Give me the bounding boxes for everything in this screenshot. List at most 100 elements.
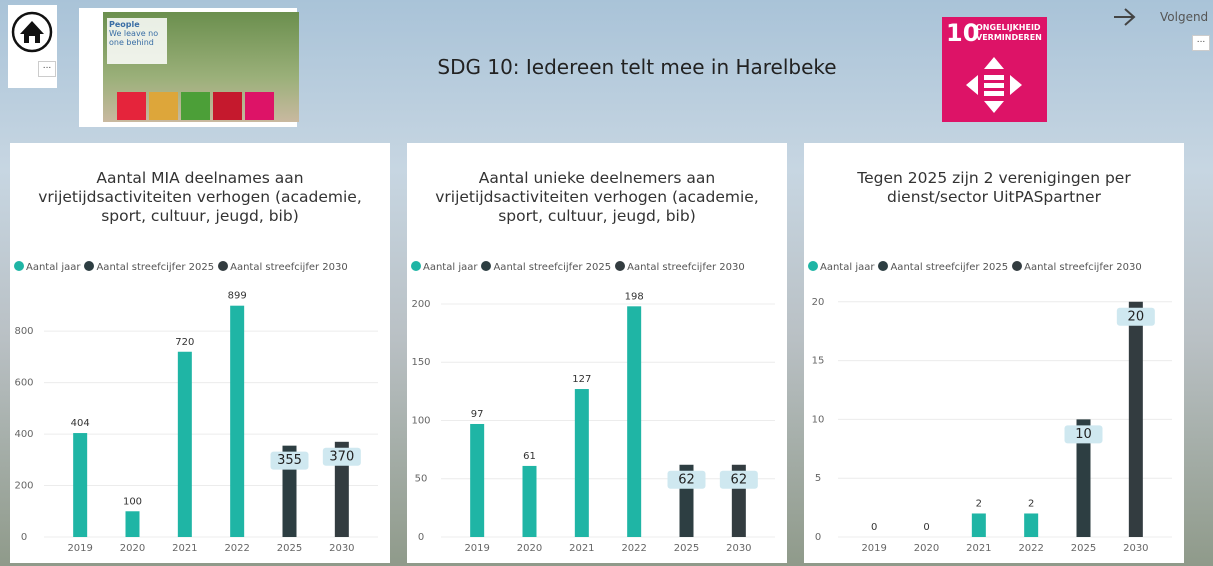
x-tick-label: 2030 xyxy=(1123,543,1148,554)
data-label: 370 xyxy=(329,449,354,464)
legend-label: Aantal streefcijfer 2025 xyxy=(96,262,215,273)
data-label: 97 xyxy=(471,409,484,420)
legend-item: Aantal jaar xyxy=(411,261,478,273)
legend-label: Aantal streefcijfer 2025 xyxy=(493,262,612,273)
data-label: 899 xyxy=(228,291,247,302)
x-tick-label: 2020 xyxy=(914,543,939,554)
legend-item: Aantal streefcijfer 2025 xyxy=(84,261,215,273)
y-tick-label: 0 xyxy=(418,532,424,543)
legend-swatch xyxy=(411,261,421,271)
bar xyxy=(971,513,986,537)
data-label: 10 xyxy=(1075,427,1092,442)
data-label: 62 xyxy=(731,472,748,487)
data-label: 61 xyxy=(523,451,536,462)
legend-item: Aantal jaar xyxy=(808,261,875,273)
chart-title: Aantal MIA deelnames aan vrijetijdsactiv… xyxy=(38,169,362,225)
legend-label: Aantal jaar xyxy=(423,262,478,273)
bar xyxy=(230,305,245,537)
legend-swatch xyxy=(14,261,24,271)
y-tick-label: 50 xyxy=(415,474,428,485)
plot: 0 5 10 15 20 2019 2020 2021 2022 2025 2030 0 0 2 2 10 20 xyxy=(812,297,1172,554)
sdg-number: 10 xyxy=(946,19,980,47)
chart-title: Tegen 2025 zijn 2 verenigingen per diens… xyxy=(857,169,1131,206)
legend-label: Aantal jaar xyxy=(26,262,81,273)
y-tick-label: 15 xyxy=(812,356,825,367)
bar xyxy=(470,423,485,537)
data-label: 0 xyxy=(871,522,877,533)
data-label: 0 xyxy=(923,522,929,533)
x-tick-label: 2021 xyxy=(569,543,594,554)
chart-panel: Aantal unieke deelnemers aan vrijetijdsa… xyxy=(407,143,787,563)
x-tick-label: 2019 xyxy=(67,543,92,554)
data-label: 100 xyxy=(123,496,142,507)
data-label: 2 xyxy=(1028,498,1034,509)
more-button[interactable]: ... xyxy=(38,61,56,77)
x-tick-label: 2030 xyxy=(329,543,354,554)
y-tick-label: 400 xyxy=(14,429,33,440)
chart-panel: Aantal MIA deelnames aan vrijetijdsactiv… xyxy=(10,143,390,563)
y-tick-label: 5 xyxy=(815,473,821,484)
legend-label: Aantal streefcijfer 2025 xyxy=(890,262,1009,273)
data-label-box xyxy=(667,470,706,489)
legend: Aantal jaar Aantal streefcijfer 2025 Aanta… xyxy=(808,261,1146,273)
x-tick-label: 2022 xyxy=(1018,543,1043,554)
caption-heading: People xyxy=(109,20,140,29)
data-label: 20 xyxy=(1128,309,1145,324)
sdg-strip xyxy=(117,92,274,124)
page-title: SDG 10: Iedereen telt mee in Harelbeke xyxy=(437,55,837,79)
legend-swatch xyxy=(878,261,889,271)
legend-item: Aantal streefcijfer 2030 xyxy=(1012,261,1142,273)
x-tick-label: 2020 xyxy=(517,543,542,554)
chart-panel: Tegen 2025 zijn 2 verenigingen per diens… xyxy=(804,143,1184,563)
plot: 0 200 400 600 800 2019 2020 2021 2022 2025 2030 404… xyxy=(14,291,378,554)
legend: Aantal jaar Aantal streefcijfer 2025 Aanta… xyxy=(411,261,749,273)
photo-caption: People We leave no one behind xyxy=(107,18,167,64)
data-label: 355 xyxy=(277,453,302,468)
legend-item: Aantal streefcijfer 2025 xyxy=(481,261,612,273)
bar xyxy=(73,433,88,537)
legend-item: Aantal streefcijfer 2030 xyxy=(615,261,745,273)
next-label[interactable]: Volgend xyxy=(1160,10,1209,24)
x-tick-label: 2025 xyxy=(277,543,302,554)
x-tick-label: 2019 xyxy=(861,543,886,554)
data-label: 2 xyxy=(976,498,982,509)
plot: 0 50 100 150 200 2019 2020 2021 2022 2025 2030 97 61… xyxy=(411,291,775,554)
y-tick-label: 20 xyxy=(812,297,825,308)
more-button[interactable]: ... xyxy=(1192,35,1210,51)
legend-swatch xyxy=(218,261,229,271)
legend-label: Aantal streefcijfer 2030 xyxy=(230,262,348,273)
x-tick-label: 2021 xyxy=(966,543,991,554)
chart-title: Aantal unieke deelnemers aan vrijetijdsa… xyxy=(435,169,759,225)
legend-item: Aantal streefcijfer 2030 xyxy=(218,261,348,273)
y-tick-label: 10 xyxy=(812,414,825,425)
legend-item: Aantal streefcijfer 2025 xyxy=(878,261,1009,273)
next-arrow[interactable] xyxy=(1112,6,1138,28)
sdg-icon: 10 ONGELIJKHEID VERMINDEREN xyxy=(942,17,1047,122)
legend-item: Aantal jaar xyxy=(14,261,81,273)
data-label-box xyxy=(719,470,758,489)
x-tick-label: 2022 xyxy=(621,543,646,554)
x-tick-label: 2025 xyxy=(1071,543,1096,554)
bar xyxy=(627,306,642,537)
legend-swatch xyxy=(615,261,626,271)
y-tick-label: 600 xyxy=(14,378,33,389)
legend-label: Aantal streefcijfer 2030 xyxy=(1024,262,1142,273)
home-button-box[interactable] xyxy=(8,5,57,88)
y-tick-label: 0 xyxy=(815,532,821,543)
bar xyxy=(1024,513,1039,537)
data-label-box xyxy=(1064,425,1103,444)
y-tick-label: 200 xyxy=(14,481,33,492)
home-icon[interactable] xyxy=(8,5,57,55)
x-tick-label: 2019 xyxy=(464,543,489,554)
bar xyxy=(574,389,589,537)
y-tick-label: 200 xyxy=(411,299,430,310)
legend-label: Aantal jaar xyxy=(820,262,875,273)
y-tick-label: 100 xyxy=(411,415,430,426)
legend: Aantal jaar Aantal streefcijfer 2025 Aanta… xyxy=(14,261,352,273)
bar xyxy=(177,351,192,537)
legend-swatch xyxy=(1012,261,1023,271)
y-tick-label: 800 xyxy=(14,326,33,337)
x-tick-label: 2021 xyxy=(172,543,197,554)
caption-text: We leave no one behind xyxy=(109,29,159,47)
